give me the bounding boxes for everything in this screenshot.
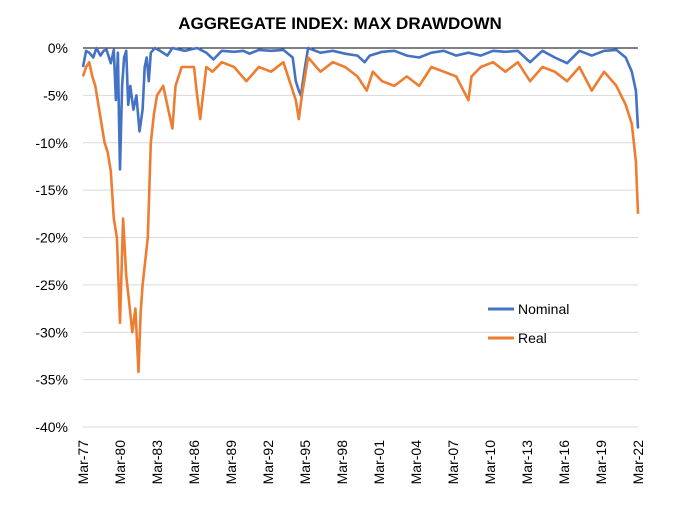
x-tick-label: Mar-86: [186, 440, 202, 485]
x-tick-label: Mar-10: [482, 440, 498, 485]
x-tick-label: Mar-95: [297, 440, 313, 485]
x-tick-label: Mar-16: [556, 440, 572, 485]
x-tick-label: Mar-01: [371, 440, 387, 485]
x-tick-label: Mar-89: [223, 440, 239, 485]
y-tick-label: -35%: [35, 372, 68, 388]
x-tick-label: Mar-98: [334, 440, 350, 485]
x-tick-label: Mar-83: [149, 440, 165, 485]
y-tick-label: -30%: [35, 324, 68, 340]
y-tick-label: -5%: [43, 87, 68, 103]
x-tick-label: Mar-13: [519, 440, 535, 485]
y-tick-label: 0%: [48, 40, 68, 56]
x-tick-label: Mar-77: [75, 440, 91, 485]
series-line-nominal: [81, 46, 640, 171]
y-tick-label: -40%: [35, 419, 68, 435]
x-tick-label: Mar-19: [593, 440, 609, 485]
legend-label: Real: [518, 330, 547, 346]
x-tick-label: Mar-07: [445, 440, 461, 485]
y-tick-label: -20%: [35, 230, 68, 246]
x-tick-label: Mar-04: [408, 440, 424, 485]
chart-title: AGGREGATE INDEX: MAX DRAWDOWN: [178, 14, 502, 33]
y-tick-label: -25%: [35, 277, 68, 293]
x-tick-label: Mar-80: [112, 440, 128, 485]
y-tick-label: -10%: [35, 135, 68, 151]
x-tick-label: Mar-92: [260, 440, 276, 485]
legend-label: Nominal: [518, 301, 569, 317]
series-line-real: [81, 56, 640, 374]
y-tick-label: -15%: [35, 182, 68, 198]
x-tick-label: Mar-22: [630, 440, 646, 485]
